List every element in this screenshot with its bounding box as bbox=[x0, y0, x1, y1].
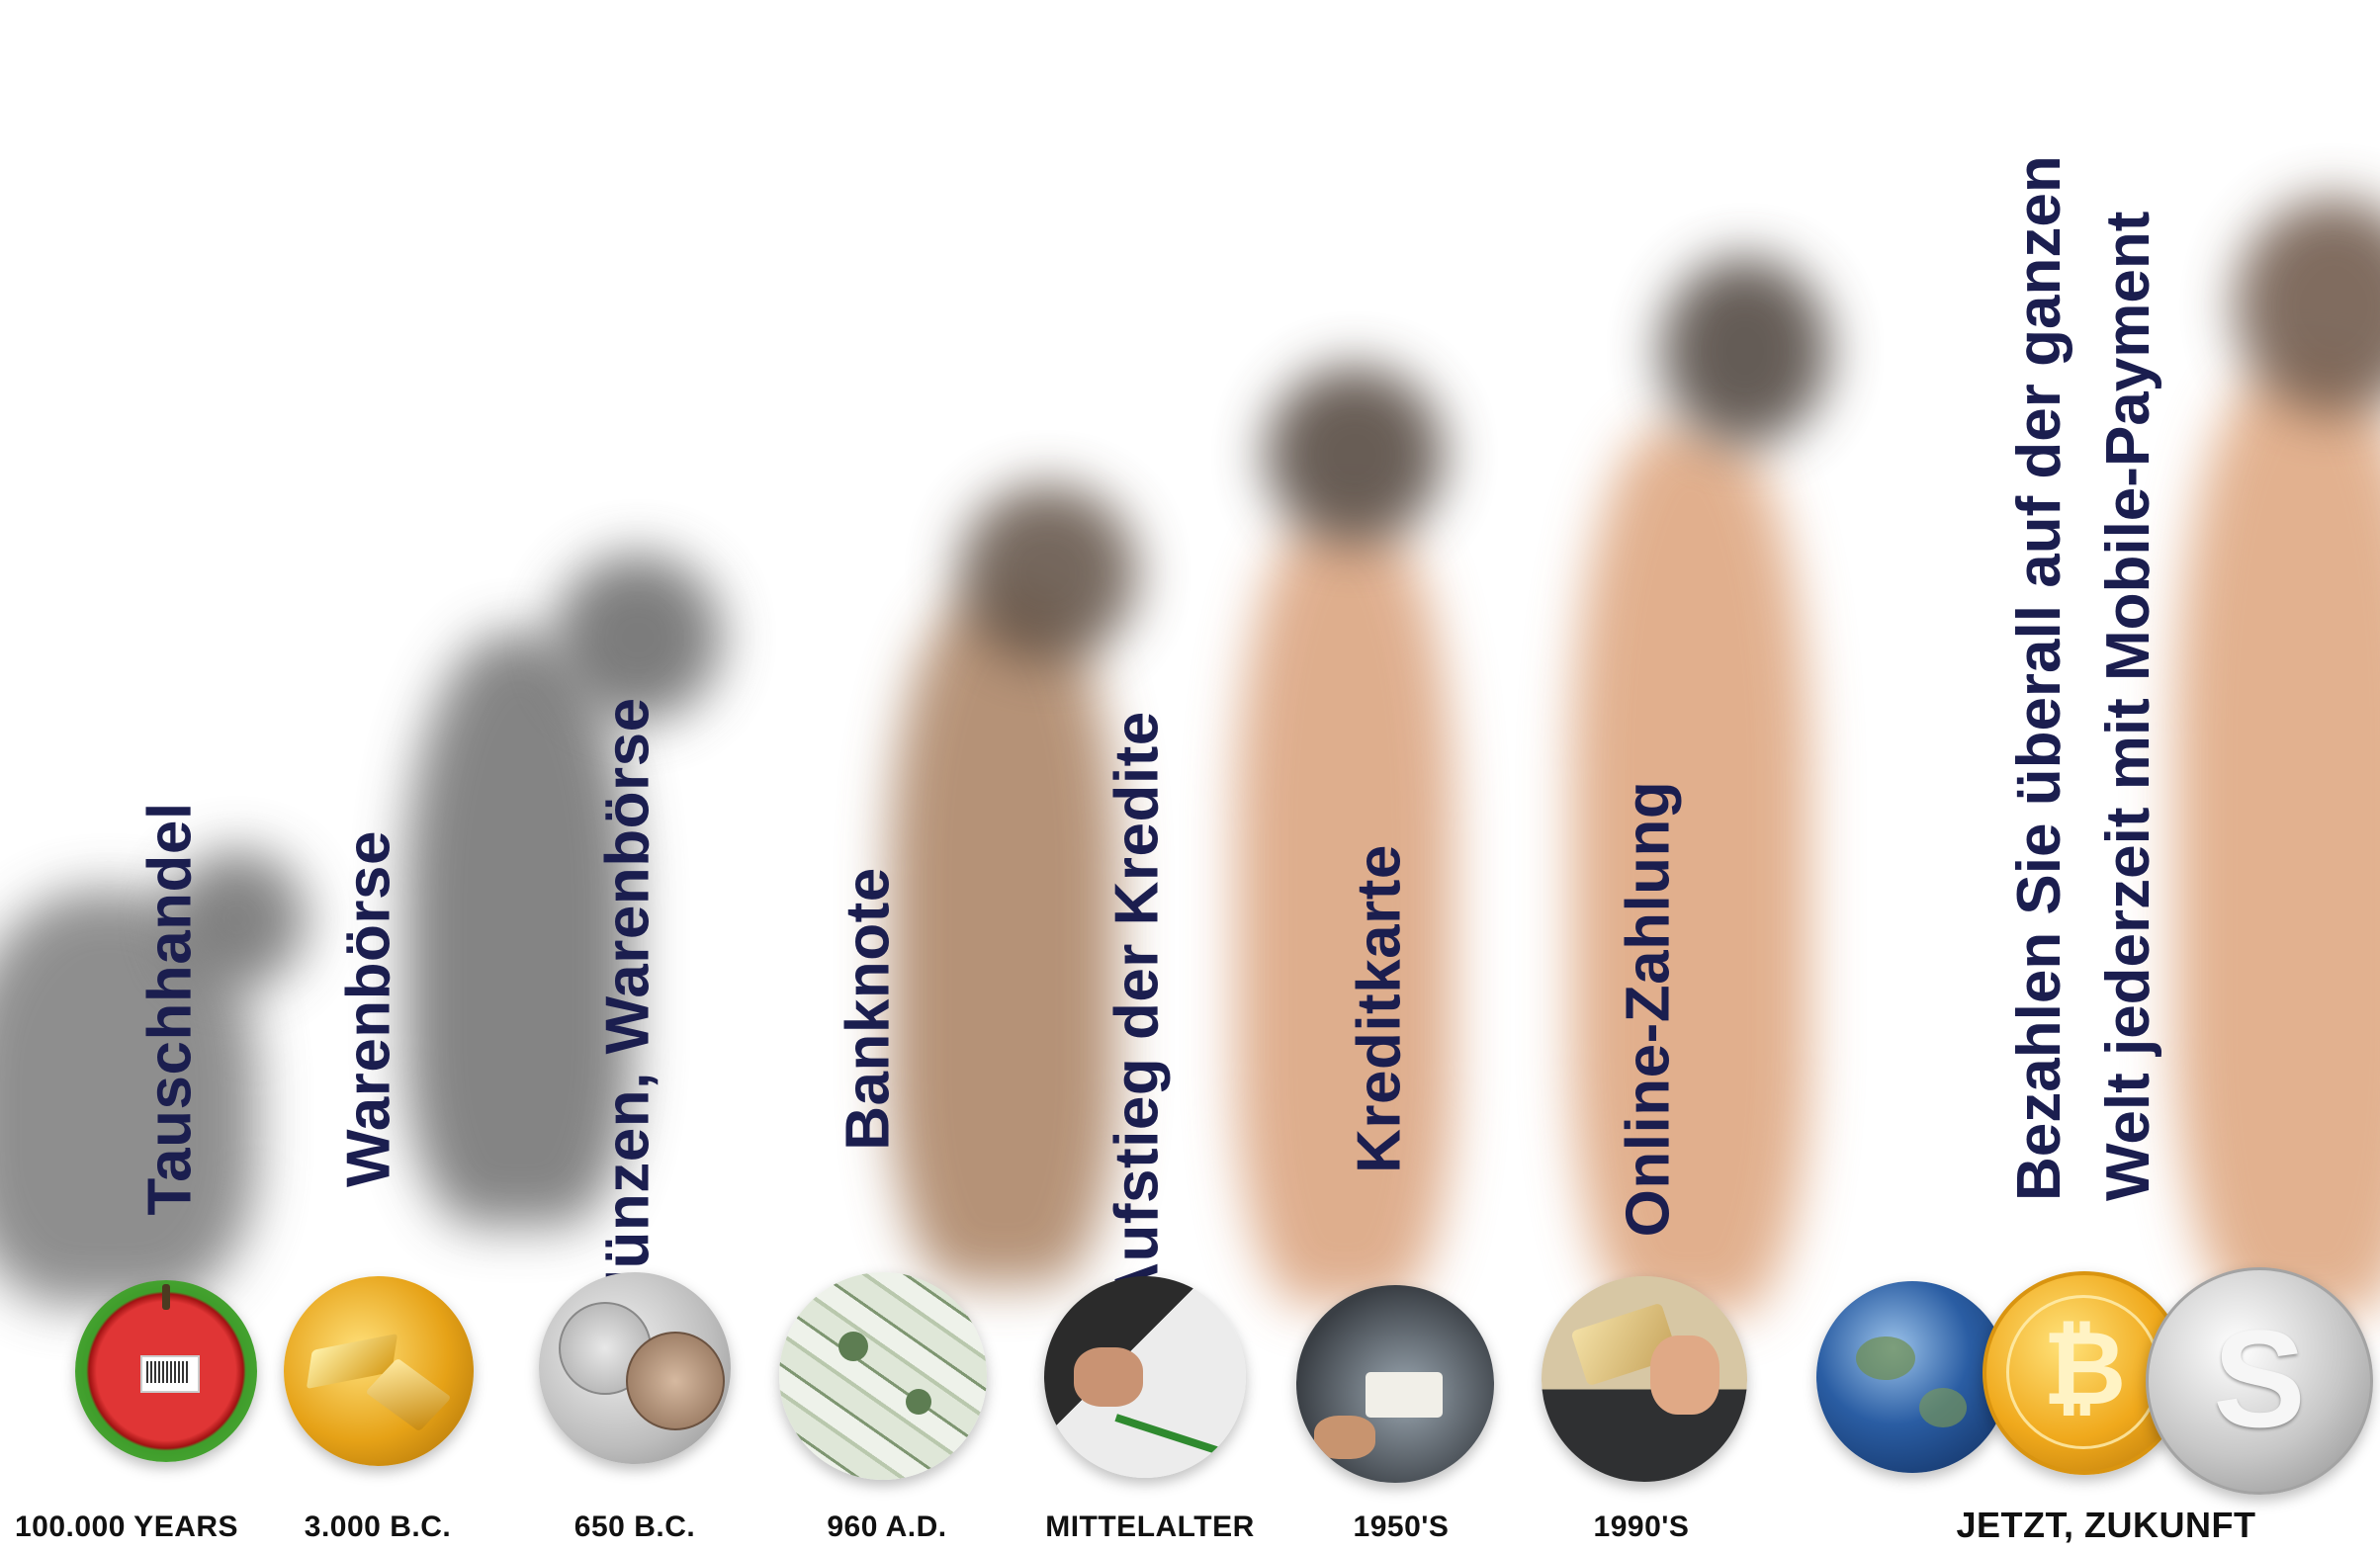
stage-label-banknote: Banknote bbox=[834, 867, 903, 1151]
date-label: 650 B.C. bbox=[573, 1510, 696, 1543]
online-card-payment-icon bbox=[1542, 1276, 1747, 1482]
final-stage-label-line2: Welt jederzeit mit Mobile-Payment bbox=[2094, 211, 2162, 1201]
signing-contract-icon bbox=[1044, 1276, 1246, 1478]
apple-barcode-icon bbox=[75, 1280, 257, 1462]
banknotes-icon bbox=[779, 1272, 987, 1480]
stage-label-rise-of-credit: Aufstieg der Kredite bbox=[1102, 711, 1172, 1307]
final-stage-label-line1: Bezahlen Sie überall auf der ganzen bbox=[2005, 155, 2073, 1201]
date-label: 1990'S bbox=[1593, 1510, 1690, 1543]
date-label: 960 A.D. bbox=[827, 1510, 947, 1543]
date-label: MITTELALTER bbox=[1045, 1510, 1255, 1543]
date-label: 100.000 YEARS bbox=[14, 1510, 239, 1543]
credit-card-icon bbox=[1296, 1285, 1494, 1483]
globe-icon bbox=[1816, 1281, 2008, 1473]
stage-label-commodity-exchange: Warenbörse bbox=[334, 829, 403, 1188]
date-label-final: JETZT, ZUKUNFT bbox=[1956, 1505, 2256, 1545]
silver-s-coin-icon: S bbox=[2146, 1267, 2373, 1495]
gold-bars-icon bbox=[284, 1276, 474, 1466]
coins-icon bbox=[539, 1272, 731, 1464]
date-label: 3.000 B.C. bbox=[304, 1510, 452, 1543]
date-label: 1950'S bbox=[1353, 1510, 1450, 1543]
stage-label-barter: Tauschhandel bbox=[135, 802, 205, 1216]
final-stage-label: Bezahlen Sie überall auf der ganzen Welt… bbox=[1995, 0, 2183, 1201]
stage-label-online-payment: Online-Zahlung bbox=[1614, 780, 1683, 1238]
stage-label-credit-card: Kreditkarte bbox=[1345, 844, 1414, 1173]
stage-label-coins: Münzen, Warenbörse bbox=[593, 697, 662, 1321]
